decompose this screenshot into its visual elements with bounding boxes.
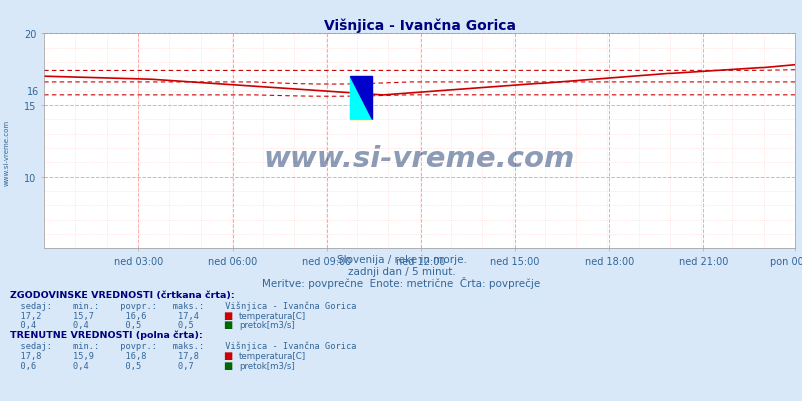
Text: www.si-vreme.com: www.si-vreme.com xyxy=(264,144,574,172)
Text: 0,4       0,4       0,5       0,5: 0,4 0,4 0,5 0,5 xyxy=(10,321,193,330)
Text: pretok[m3/s]: pretok[m3/s] xyxy=(239,321,294,330)
Text: 0,6       0,4       0,5       0,7: 0,6 0,4 0,5 0,7 xyxy=(10,361,193,370)
Text: ZGODOVINSKE VREDNOSTI (črtkana črta):: ZGODOVINSKE VREDNOSTI (črtkana črta): xyxy=(10,291,234,300)
Polygon shape xyxy=(350,77,371,120)
Text: 17,2      15,7      16,6      17,4: 17,2 15,7 16,6 17,4 xyxy=(10,311,198,320)
Text: 17,8      15,9      16,8      17,8: 17,8 15,9 16,8 17,8 xyxy=(10,351,198,360)
Text: temperatura[C]: temperatura[C] xyxy=(239,311,306,320)
Text: ■: ■ xyxy=(223,350,233,360)
Text: ■: ■ xyxy=(223,320,233,330)
Polygon shape xyxy=(350,77,371,120)
Text: ■: ■ xyxy=(223,310,233,320)
Text: 16: 16 xyxy=(26,86,38,96)
Text: Slovenija / reke in morje.: Slovenija / reke in morje. xyxy=(336,255,466,265)
Text: TRENUTNE VREDNOSTI (polna črta):: TRENUTNE VREDNOSTI (polna črta): xyxy=(10,330,202,340)
Text: sedaj:    min.:    povpr.:   maks.:    Višnjica - Ivančna Gorica: sedaj: min.: povpr.: maks.: Višnjica - I… xyxy=(10,340,356,350)
Text: zadnji dan / 5 minut.: zadnji dan / 5 minut. xyxy=(347,266,455,276)
Bar xyxy=(350,77,371,120)
Text: ■: ■ xyxy=(223,360,233,370)
Text: Meritve: povprečne  Enote: metrične  Črta: povprečje: Meritve: povprečne Enote: metrične Črta:… xyxy=(262,276,540,288)
Text: temperatura[C]: temperatura[C] xyxy=(239,351,306,360)
Text: pretok[m3/s]: pretok[m3/s] xyxy=(239,361,294,370)
Text: sedaj:    min.:    povpr.:   maks.:    Višnjica - Ivančna Gorica: sedaj: min.: povpr.: maks.: Višnjica - I… xyxy=(10,300,356,310)
Text: www.si-vreme.com: www.si-vreme.com xyxy=(3,119,10,185)
Title: Višnjica - Ivančna Gorica: Višnjica - Ivančna Gorica xyxy=(323,18,515,33)
